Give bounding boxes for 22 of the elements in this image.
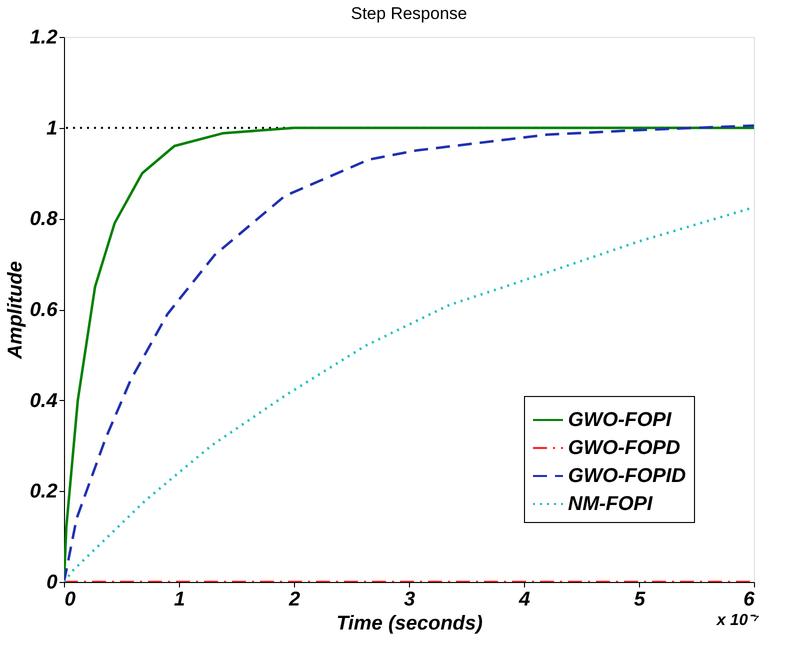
legend-label: GWO-FOPD	[568, 437, 680, 459]
chart-title: Step Response	[350, 4, 468, 23]
y-tick-label: 1	[46, 117, 58, 140]
text: x 10⁻⁷	[716, 612, 760, 629]
legend-label: GWO-FOPI	[568, 409, 672, 431]
x-tick-label: 5	[634, 588, 646, 610]
legend-label: GWO-FOPID	[568, 465, 686, 487]
y-tick-label: 0.4	[30, 390, 58, 412]
y-tick-label: 1.2	[30, 26, 58, 48]
y-tick-label: 0	[46, 572, 58, 594]
y-tick-label: 0.2	[30, 480, 58, 503]
x-tick-label: 6	[743, 588, 756, 610]
x-tick-label: 0	[64, 588, 76, 610]
x-axis-title: Time (seconds)	[336, 612, 484, 634]
x-tick-label: 1	[174, 588, 186, 610]
y-tick-label: 0.6	[30, 299, 58, 321]
legend-label: NM-FOPI	[568, 493, 653, 515]
y-tick-label: 0.8	[30, 208, 58, 230]
x-tick-label: 3	[404, 588, 416, 610]
y-axis-title: Amplitude	[4, 261, 27, 360]
x-tick-label: 2	[288, 588, 300, 610]
x-tick-label: 4	[518, 588, 530, 610]
